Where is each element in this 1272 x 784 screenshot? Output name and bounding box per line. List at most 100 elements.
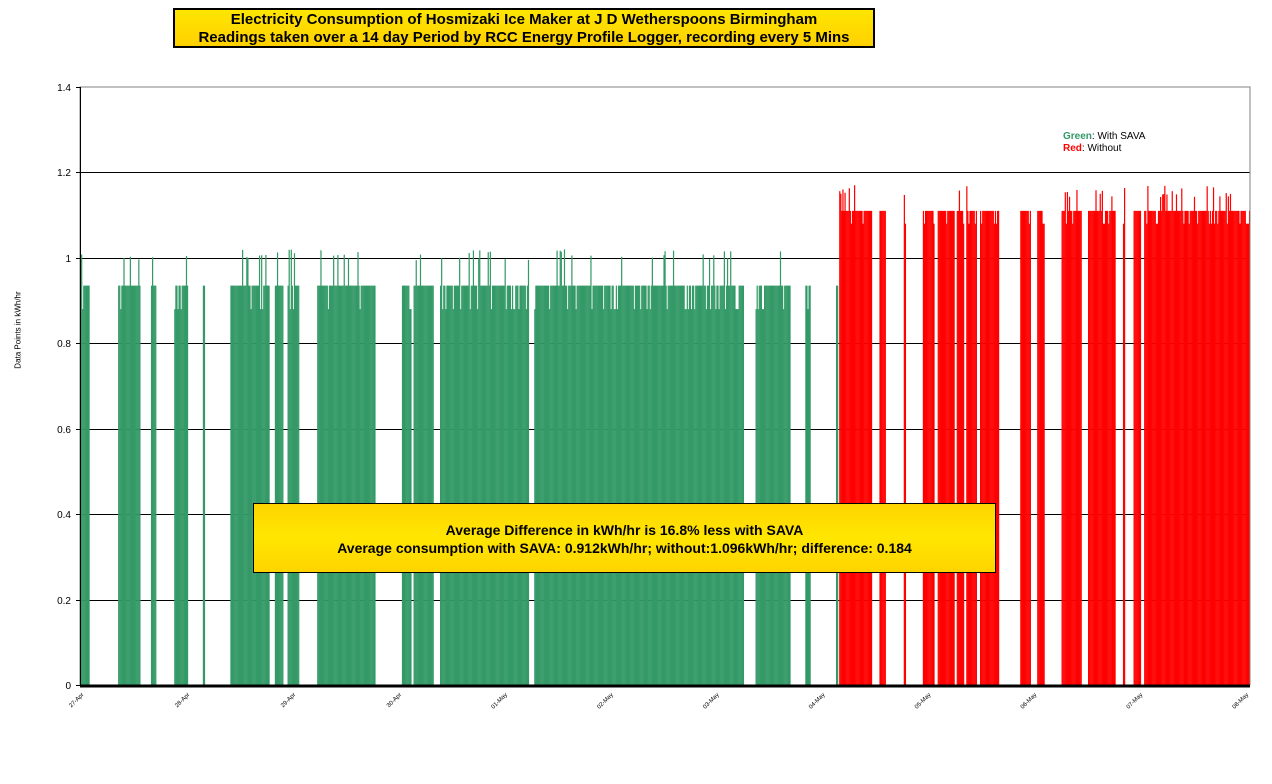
data-bar <box>556 250 558 685</box>
data-bar <box>956 210 958 685</box>
data-bar <box>1111 196 1113 685</box>
data-bar <box>488 285 490 685</box>
data-bar <box>581 285 584 685</box>
data-bar <box>683 285 685 685</box>
data-bar <box>321 285 323 685</box>
data-bar <box>987 210 989 685</box>
data-bar <box>370 285 372 685</box>
data-bar <box>623 285 625 685</box>
data-bar <box>244 285 246 685</box>
data-bar <box>1224 210 1226 685</box>
data-bar <box>681 285 683 685</box>
data-bar <box>516 285 518 685</box>
data-bar <box>519 285 521 685</box>
data-bar <box>805 285 807 685</box>
data-bar <box>424 285 426 685</box>
data-bar <box>557 285 559 685</box>
data-bar <box>686 285 688 685</box>
data-bar <box>693 285 695 685</box>
data-bar <box>1103 223 1106 685</box>
data-bar <box>928 210 930 685</box>
data-bar <box>1174 210 1177 685</box>
data-bar <box>567 309 569 685</box>
legend-green-text: : With SAVA <box>1091 131 1146 142</box>
data-bar <box>620 285 622 685</box>
data-bar <box>950 210 952 685</box>
data-bar <box>251 285 253 685</box>
data-bar <box>940 210 943 685</box>
data-bar <box>1135 210 1137 685</box>
data-bar <box>246 257 248 685</box>
data-bar <box>1154 210 1156 685</box>
data-bar <box>261 255 263 685</box>
data-bar <box>1155 223 1157 685</box>
data-bar <box>986 210 988 685</box>
data-bar <box>851 210 854 685</box>
bars <box>80 185 1251 686</box>
data-bar <box>624 285 626 685</box>
data-bar <box>537 285 539 685</box>
data-bar <box>325 285 327 685</box>
data-bar <box>698 285 700 685</box>
data-bar <box>760 285 763 685</box>
data-bar <box>452 309 454 685</box>
data-bar <box>138 259 140 685</box>
data-bar <box>250 309 252 685</box>
data-bar <box>466 285 468 685</box>
data-bar <box>983 210 985 685</box>
data-bar <box>741 285 743 685</box>
data-bar <box>962 210 964 685</box>
data-bar <box>1028 223 1030 685</box>
annotation-line-2: Average consumption with SAVA: 0.912kWh/… <box>337 540 912 556</box>
data-bar <box>296 285 298 685</box>
data-bar <box>1239 223 1241 685</box>
data-bar <box>1197 223 1199 685</box>
data-bar <box>680 285 682 685</box>
data-bar <box>778 285 781 685</box>
data-bar <box>1230 210 1233 685</box>
data-bar <box>1245 223 1247 685</box>
data-bar <box>560 251 562 685</box>
data-bar <box>1216 210 1218 685</box>
data-bar <box>364 285 367 685</box>
x-tick-label: 01-May <box>491 692 509 710</box>
data-bar <box>252 285 254 685</box>
data-bar <box>1080 210 1082 685</box>
data-bar <box>372 285 374 685</box>
data-bar <box>990 210 992 685</box>
data-bar <box>445 309 447 685</box>
data-bar <box>756 285 758 685</box>
data-bar <box>134 285 136 685</box>
data-bar <box>1038 210 1040 685</box>
data-bar <box>1098 210 1100 685</box>
data-bar <box>1220 210 1222 685</box>
data-bar <box>362 285 364 685</box>
data-bar <box>762 309 765 685</box>
data-bar <box>538 285 540 685</box>
data-bar <box>480 285 482 685</box>
data-bar <box>125 285 127 685</box>
data-bar <box>153 285 155 685</box>
data-bar <box>346 285 349 685</box>
data-bar <box>771 285 773 685</box>
data-bar <box>450 285 452 685</box>
data-bar <box>504 259 506 685</box>
data-bar <box>1171 191 1173 685</box>
data-bar <box>481 285 483 685</box>
data-bar <box>460 309 462 685</box>
data-bar <box>317 285 319 685</box>
data-bar <box>404 285 406 685</box>
data-bar <box>236 285 238 685</box>
data-bar <box>645 285 647 685</box>
data-bar <box>135 285 137 685</box>
data-bar <box>358 285 360 685</box>
data-bar <box>777 285 779 685</box>
data-bar <box>1097 210 1099 685</box>
data-bar <box>782 285 784 685</box>
data-bar <box>1247 223 1250 685</box>
data-bar <box>458 285 460 685</box>
data-bar <box>842 189 844 685</box>
data-bar <box>495 285 497 685</box>
data-bar <box>1160 196 1162 685</box>
